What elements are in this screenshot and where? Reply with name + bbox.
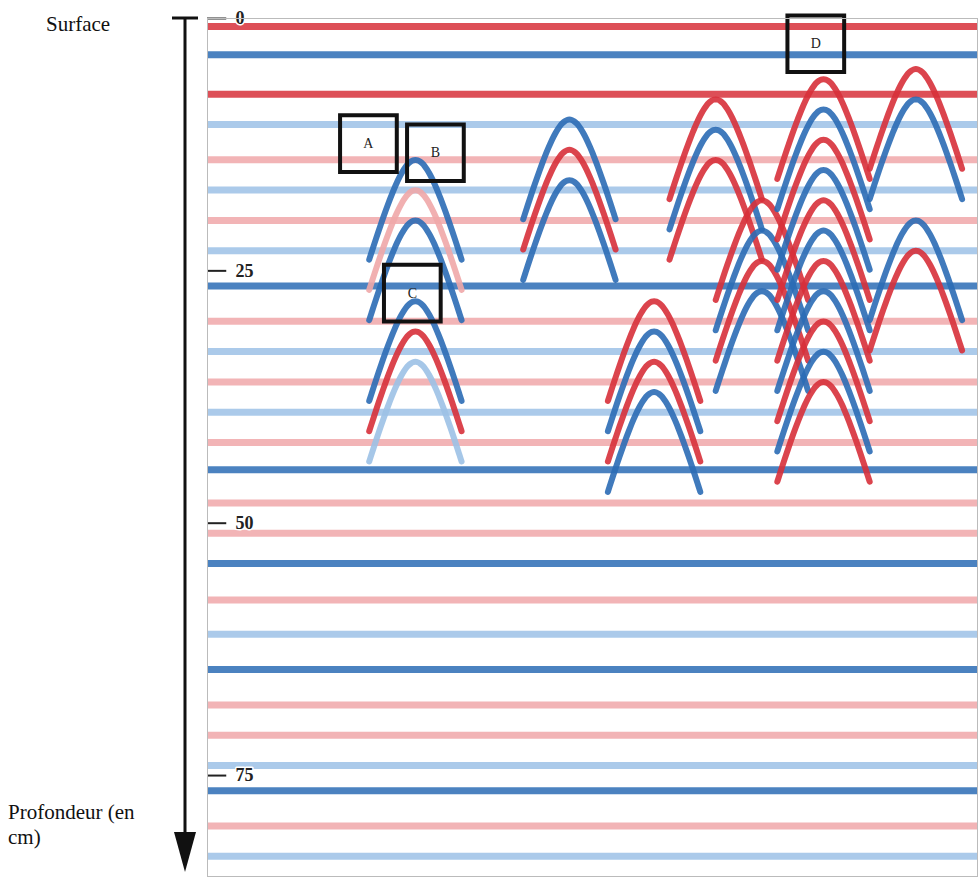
- svg-text:C: C: [408, 286, 417, 301]
- svg-text:25: 25: [236, 261, 254, 281]
- svg-text:0: 0: [235, 8, 245, 29]
- svg-text:A: A: [363, 136, 374, 151]
- svg-text:D: D: [811, 36, 821, 51]
- html-text:Surface: Surface: [46, 12, 111, 36]
- svg-text:75: 75: [236, 765, 254, 785]
- html-text:Profondeur (en cm): Profondeur (en cm): [8, 800, 135, 849]
- svg-text:50: 50: [236, 513, 254, 533]
- svg-text:B: B: [431, 145, 440, 160]
